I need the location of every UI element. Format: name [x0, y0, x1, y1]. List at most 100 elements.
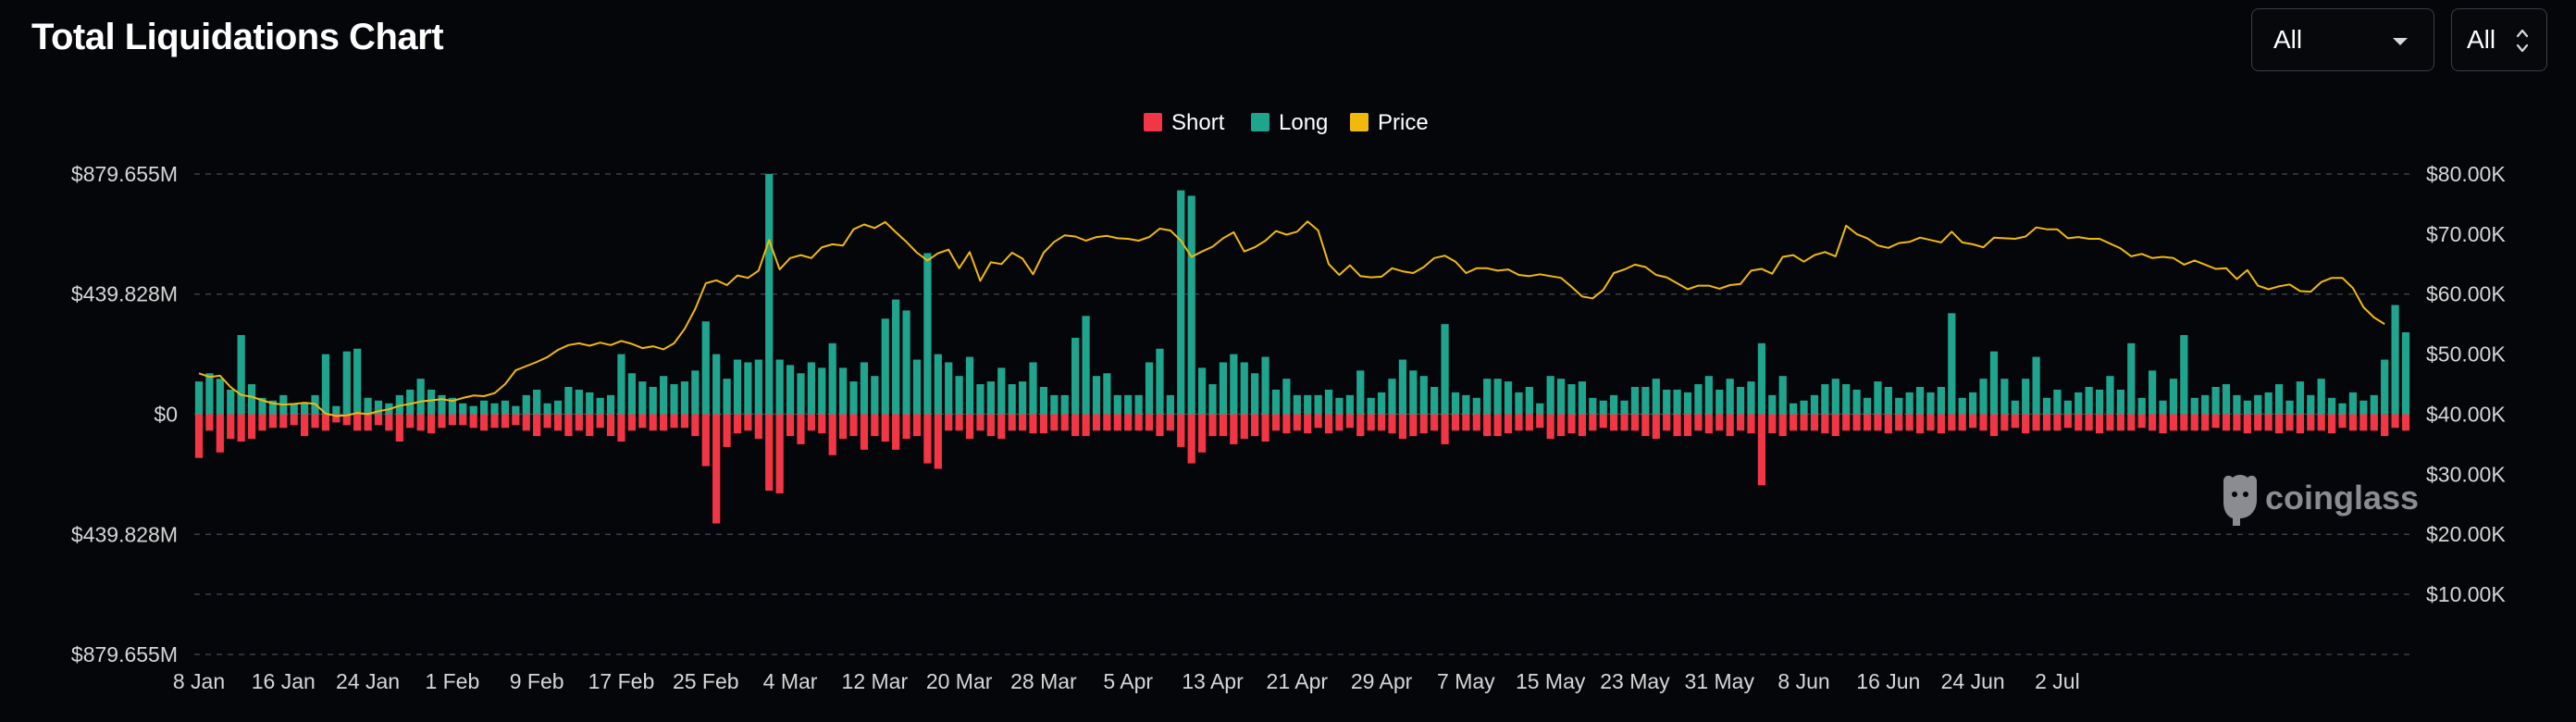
long-bar	[480, 400, 489, 415]
price-line	[198, 220, 2385, 417]
long-bar	[1050, 394, 1059, 415]
short-bar	[205, 414, 214, 431]
long-bar	[849, 381, 858, 415]
short-bar	[1989, 414, 1999, 437]
long-bar	[1314, 394, 1322, 415]
short-bar	[1958, 414, 1966, 431]
page-title: Total Liquidations Chart	[31, 17, 444, 57]
long-bar	[2011, 400, 2019, 415]
short-bar	[1673, 414, 1681, 437]
long-bar	[1747, 381, 1755, 415]
long-bar	[1197, 367, 1207, 415]
short-bar	[2000, 414, 2009, 431]
range-select[interactable]: All	[2251, 8, 2434, 71]
short-bar	[1630, 414, 1640, 431]
short-bar	[2243, 414, 2251, 434]
long-bar	[258, 397, 266, 415]
long-bar	[1515, 392, 1523, 415]
long-bar	[1694, 384, 1703, 415]
short-bar	[553, 414, 563, 431]
long-bar	[1451, 392, 1460, 415]
long-bar	[1810, 394, 1819, 415]
long-bar	[2264, 392, 2273, 415]
short-bar	[1271, 414, 1281, 431]
long-bar	[649, 386, 657, 415]
short-bar	[1736, 414, 1745, 431]
short-bar	[279, 414, 288, 429]
long-bar	[459, 403, 467, 415]
short-bar	[1715, 414, 1724, 431]
short-bar	[2011, 414, 2019, 429]
long-bar	[1926, 392, 1935, 415]
x-tick-label: 16 Jun	[1856, 669, 1920, 693]
period-select[interactable]: All	[2451, 8, 2547, 71]
short-bar	[1356, 414, 1365, 437]
short-bar	[374, 414, 383, 426]
long-bar	[1335, 397, 1344, 415]
short-bar	[2348, 414, 2358, 431]
long-bar	[416, 379, 425, 415]
long-bar	[2000, 379, 2009, 415]
long-bar	[1863, 397, 1872, 415]
short-bar	[871, 414, 879, 437]
short-bar	[2317, 414, 2325, 431]
long-bar	[1969, 392, 1977, 415]
long-bar	[2085, 386, 2093, 415]
short-bar	[364, 414, 372, 431]
short-bar	[659, 414, 668, 431]
short-bar	[1895, 414, 1903, 431]
legend-label-short: Short	[1171, 110, 1225, 135]
long-bar	[659, 376, 668, 415]
short-bar	[596, 414, 604, 429]
short-bar	[1790, 414, 1798, 431]
long-bar	[1504, 381, 1513, 415]
legend-label-price: Price	[1378, 110, 1429, 135]
long-bar	[395, 394, 403, 415]
short-bar	[1979, 414, 1988, 431]
long-bar	[512, 405, 520, 415]
long-bar	[955, 376, 963, 415]
long-bar	[1578, 381, 1587, 415]
short-bar	[976, 414, 985, 431]
short-bar	[1166, 414, 1174, 431]
long-bar	[1177, 190, 1185, 415]
short-bar	[194, 414, 204, 458]
long-bar	[1230, 354, 1238, 415]
long-bar	[2190, 397, 2198, 415]
short-bar	[723, 414, 731, 447]
short-bar	[2042, 414, 2051, 431]
y-right-tick-label: $60.00K	[2426, 282, 2506, 306]
short-bar	[2180, 414, 2188, 431]
long-bar	[438, 394, 446, 415]
long-bar	[1324, 389, 1333, 415]
long-bar	[1282, 379, 1291, 415]
short-bar	[1926, 414, 1935, 431]
long-bar	[1778, 376, 1787, 415]
long-bar	[2233, 394, 2241, 415]
long-bar	[364, 397, 372, 415]
short-bar	[1620, 414, 1629, 431]
long-bar	[1800, 400, 1808, 415]
long-bar	[912, 359, 922, 415]
short-bar	[1113, 414, 1121, 431]
long-bar	[1356, 370, 1365, 415]
long-bar	[997, 367, 1006, 415]
long-bar	[533, 389, 541, 415]
x-tick-label: 15 May	[1516, 669, 1586, 693]
long-bar	[881, 318, 889, 415]
long-bar	[1377, 392, 1386, 415]
long-bar	[448, 397, 456, 415]
watermark: coinglass	[2223, 475, 2419, 526]
short-bar	[1810, 414, 1819, 431]
legend-swatch-price	[1350, 113, 1368, 131]
short-bar	[247, 414, 256, 440]
long-bar	[1398, 359, 1407, 415]
short-bar	[1441, 414, 1449, 444]
short-bar	[997, 414, 1006, 440]
short-bar	[1187, 414, 1195, 464]
long-bar	[205, 373, 214, 415]
short-bar	[2338, 414, 2347, 429]
short-bar	[268, 414, 277, 429]
long-bar	[501, 400, 510, 415]
